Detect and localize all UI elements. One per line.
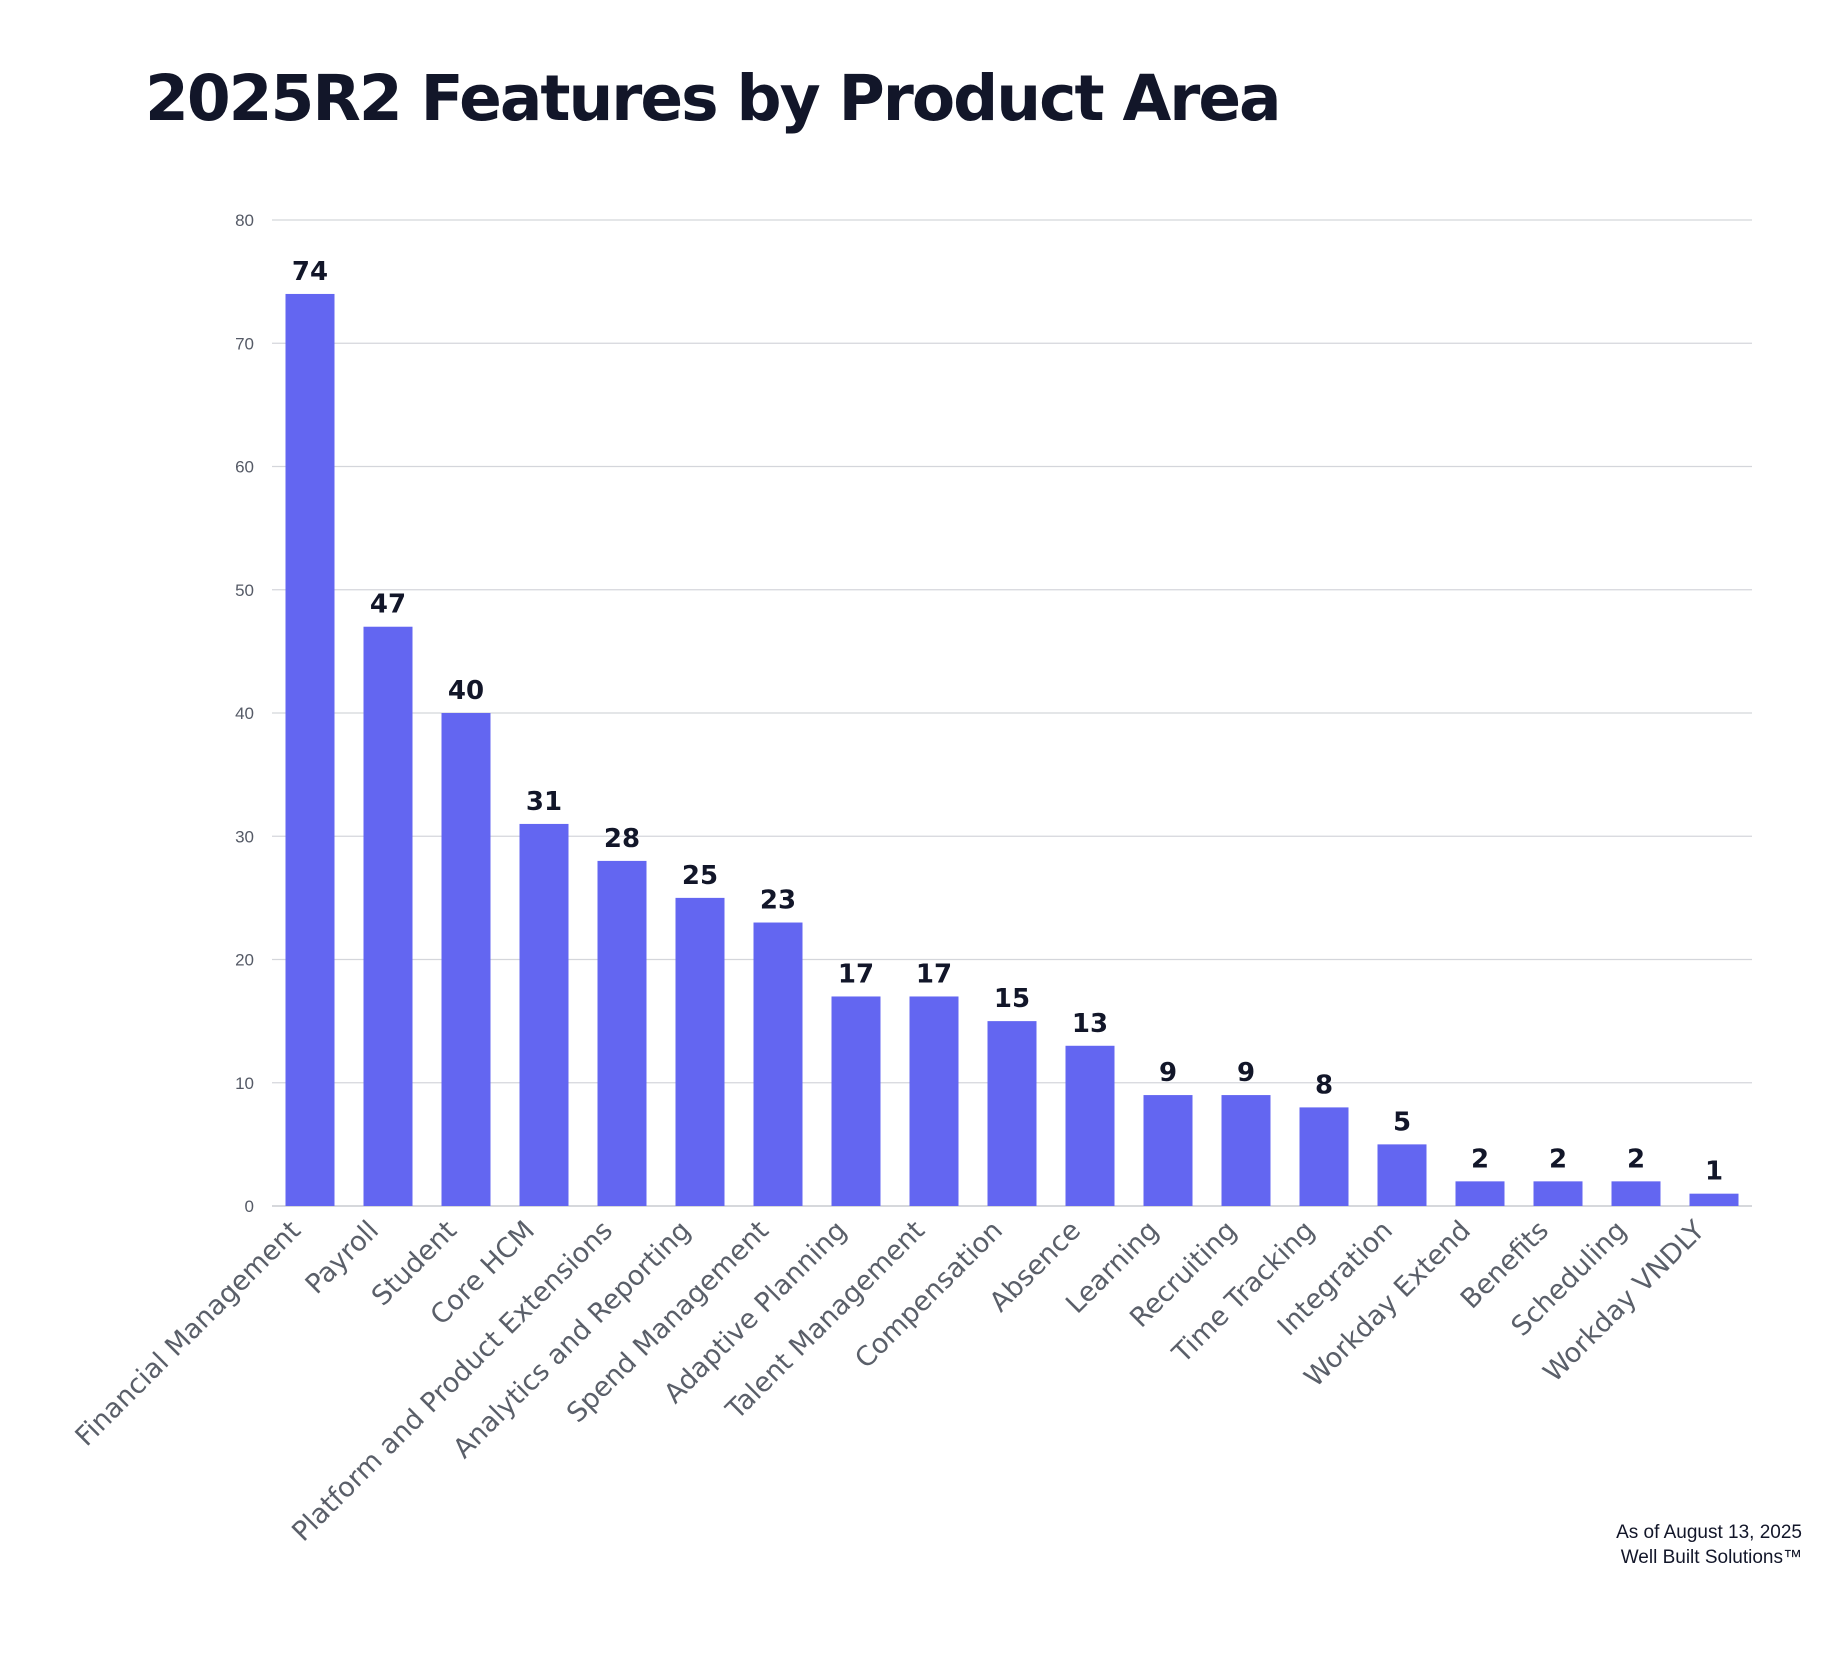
x-tick-label: Financial Management — [70, 1215, 307, 1452]
bar — [1377, 1144, 1427, 1206]
bar — [675, 897, 725, 1206]
chart-title: 2025R2 Features by Product Area — [145, 62, 1282, 135]
y-tick-label: 50 — [235, 581, 254, 600]
y-axis-ticks: 0 10 20 30 40 50 60 70 80 — [235, 211, 254, 1216]
data-labels: 74 47 40 31 28 25 23 17 17 15 13 9 9 8 5 2 2 2 1 — [292, 257, 1723, 1187]
x-tick-label: Time Tracking — [1166, 1215, 1321, 1370]
bar — [831, 996, 881, 1206]
data-label: 47 — [370, 590, 406, 620]
y-tick-label: 80 — [235, 211, 254, 230]
data-label: 25 — [682, 861, 718, 891]
bar — [1611, 1181, 1661, 1206]
data-label: 28 — [604, 824, 640, 854]
bar — [285, 293, 335, 1206]
y-tick-label: 10 — [235, 1074, 254, 1093]
y-tick-label: 30 — [235, 827, 254, 846]
data-label: 1 — [1705, 1157, 1723, 1187]
data-label: 2 — [1549, 1144, 1567, 1174]
bar — [1533, 1181, 1583, 1206]
bar — [1689, 1193, 1739, 1206]
data-label: 74 — [292, 257, 328, 287]
data-label: 9 — [1237, 1058, 1255, 1088]
bar — [987, 1021, 1037, 1206]
data-label: 9 — [1159, 1058, 1177, 1088]
bar — [909, 996, 959, 1206]
data-label: 8 — [1315, 1070, 1333, 1100]
footer-brand: Well Built Solutions™ — [1620, 1547, 1802, 1568]
data-label: 23 — [760, 886, 796, 916]
y-tick-label: 70 — [235, 334, 254, 353]
data-label: 17 — [916, 959, 952, 989]
bar — [1143, 1095, 1193, 1206]
data-label: 2 — [1471, 1144, 1489, 1174]
data-label: 5 — [1393, 1107, 1411, 1137]
bar — [363, 626, 413, 1206]
y-tick-label: 60 — [235, 458, 254, 477]
data-label: 2 — [1627, 1144, 1645, 1174]
bar — [1455, 1181, 1505, 1206]
bar — [597, 860, 647, 1206]
bar — [519, 823, 569, 1206]
y-tick-label: 40 — [235, 704, 254, 723]
bar — [1221, 1095, 1271, 1206]
footer-date: As of August 13, 2025 — [1616, 1522, 1802, 1543]
bar — [441, 713, 491, 1206]
bar — [753, 922, 803, 1206]
data-label: 40 — [448, 676, 484, 706]
y-tick-label: 0 — [245, 1197, 254, 1216]
data-label: 31 — [526, 787, 562, 817]
y-tick-label: 20 — [235, 951, 254, 970]
bars — [285, 293, 1739, 1206]
data-label: 13 — [1072, 1009, 1108, 1039]
bar — [1299, 1107, 1349, 1206]
bar — [1065, 1045, 1115, 1206]
data-label: 17 — [838, 959, 874, 989]
data-label: 15 — [994, 984, 1030, 1014]
